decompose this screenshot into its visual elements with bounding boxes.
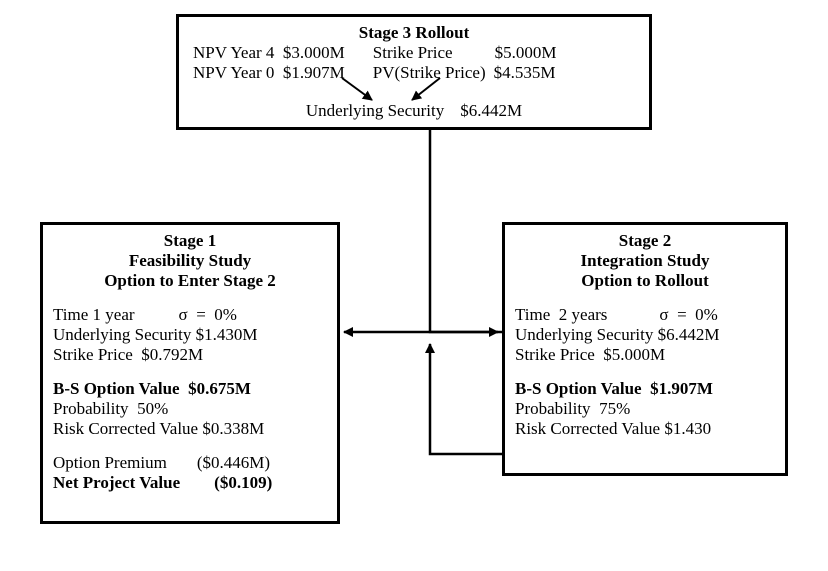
stage1-title1: Stage 1: [53, 231, 327, 251]
stage2-bs-value: $1.907M: [650, 379, 713, 399]
stage3-row2: NPV Year 0 $1.907M PV(Strike Price) $4.5…: [189, 63, 639, 83]
stage1-strike-label: Strike Price: [53, 345, 133, 365]
stage3-result: Underlying Security $6.442M: [189, 101, 639, 121]
stage1-bs-value: $0.675M: [188, 379, 251, 399]
stage2-underlying-value: $6.442M: [658, 325, 720, 345]
stage2-prob-row: Probability 75%: [515, 399, 775, 419]
stage3-r1-rlabel: Strike Price: [373, 43, 453, 63]
stage1-risk-value: $0.338M: [202, 419, 264, 439]
stage2-risk-label: Risk Corrected Value: [515, 419, 660, 439]
stage3-result-value: $6.442M: [460, 101, 522, 121]
stage1-net-value: ($0.109): [214, 473, 272, 493]
stage1-premium-label: Option Premium: [53, 453, 167, 473]
stage2-bs-row: B-S Option Value $1.907M: [515, 379, 775, 399]
stage1-bs-label: B-S Option Value: [53, 379, 180, 399]
stage1-strike-value: $0.792M: [141, 345, 203, 365]
stage1-box: Stage 1 Feasibility Study Option to Ente…: [40, 222, 340, 524]
stage1-prob-row: Probability 50%: [53, 399, 327, 419]
stage3-r2-lvalue: $1.907M: [283, 63, 345, 83]
stage2-strike-row: Strike Price $5.000M: [515, 345, 775, 365]
stage1-prob-value: 50%: [137, 399, 168, 419]
stage1-prob-label: Probability: [53, 399, 129, 419]
stage2-time-label: Time 2 years: [515, 305, 607, 325]
stage1-time-row: Time 1 year σ = 0%: [53, 305, 327, 325]
stage3-r2-llabel: NPV Year 0: [193, 63, 274, 83]
arrow-stage2-to-stage1-lower: [430, 344, 502, 454]
arrow-stage3-to-stage2: [430, 130, 498, 332]
stage1-risk-row: Risk Corrected Value $0.338M: [53, 419, 327, 439]
stage1-net-row: Net Project Value ($0.109): [53, 473, 327, 493]
stage3-r2-rvalue: $4.535M: [494, 63, 556, 83]
stage1-risk-label: Risk Corrected Value: [53, 419, 198, 439]
stage1-time-label: Time 1 year: [53, 305, 135, 325]
stage3-row1: NPV Year 4 $3.000M Strike Price $5.000M: [189, 43, 639, 63]
stage1-underlying-value: $1.430M: [196, 325, 258, 345]
stage2-title1: Stage 2: [515, 231, 775, 251]
stage2-underlying-label: Underlying Security: [515, 325, 653, 345]
stage1-premium-value: ($0.446M): [197, 453, 270, 473]
stage2-prob-value: 75%: [599, 399, 630, 419]
stage2-risk-value: $1.430: [664, 419, 711, 439]
stage1-net-label: Net Project Value: [53, 473, 180, 493]
stage1-premium-row: Option Premium ($0.446M): [53, 453, 327, 473]
stage2-risk-row: Risk Corrected Value $1.430: [515, 419, 775, 439]
stage2-strike-value: $5.000M: [603, 345, 665, 365]
stage2-prob-label: Probability: [515, 399, 591, 419]
stage2-box: Stage 2 Integration Study Option to Roll…: [502, 222, 788, 476]
stage2-strike-label: Strike Price: [515, 345, 595, 365]
stage2-sigma-label: σ = 0%: [659, 305, 717, 325]
stage1-title3: Option to Enter Stage 2: [53, 271, 327, 291]
stage1-sigma-label: σ = 0%: [179, 305, 237, 325]
stage2-underlying-row: Underlying Security $6.442M: [515, 325, 775, 345]
stage2-title3: Option to Rollout: [515, 271, 775, 291]
stage3-r1-llabel: NPV Year 4: [193, 43, 274, 63]
stage1-strike-row: Strike Price $0.792M: [53, 345, 327, 365]
stage3-r1-rvalue: $5.000M: [495, 43, 557, 63]
stage1-bs-row: B-S Option Value $0.675M: [53, 379, 327, 399]
stage3-result-label: Underlying Security: [306, 101, 444, 121]
stage3-title: Stage 3 Rollout: [189, 23, 639, 43]
stage1-title2: Feasibility Study: [53, 251, 327, 271]
stage1-underlying-row: Underlying Security $1.430M: [53, 325, 327, 345]
stage3-box: Stage 3 Rollout NPV Year 4 $3.000M Strik…: [176, 14, 652, 130]
stage1-underlying-label: Underlying Security: [53, 325, 191, 345]
stage3-r1-lvalue: $3.000M: [283, 43, 345, 63]
stage2-time-row: Time 2 years σ = 0%: [515, 305, 775, 325]
stage3-r2-rlabel: PV(Strike Price): [373, 63, 486, 83]
stage2-bs-label: B-S Option Value: [515, 379, 642, 399]
stage2-title2: Integration Study: [515, 251, 775, 271]
